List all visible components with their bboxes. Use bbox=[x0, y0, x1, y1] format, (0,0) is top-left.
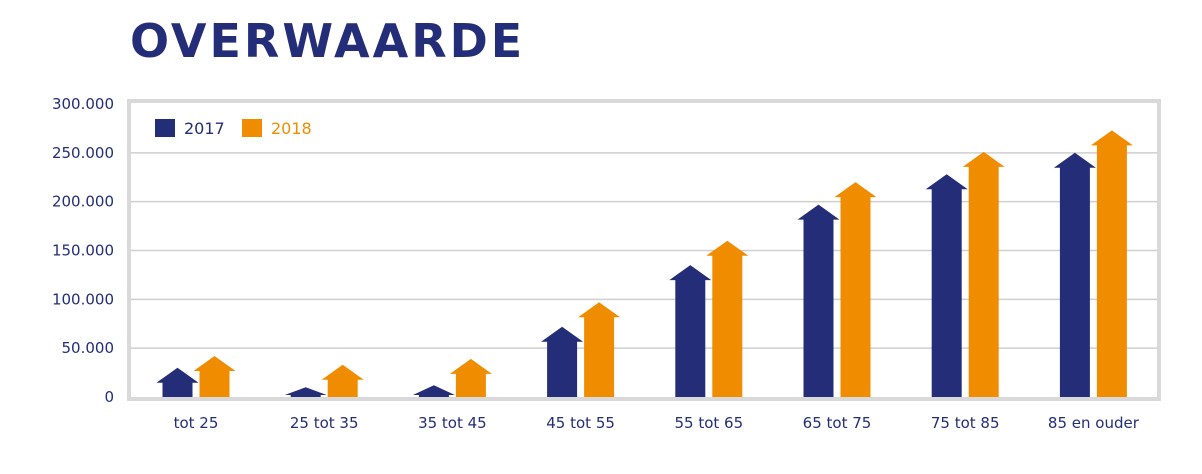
bar-2017 bbox=[156, 367, 199, 397]
x-tick-label: 35 tot 45 bbox=[418, 414, 487, 432]
x-tick-label: 75 tot 85 bbox=[931, 414, 1000, 432]
y-tick-label: 0 bbox=[104, 388, 114, 406]
plot-frame bbox=[127, 99, 1161, 401]
bar-2018 bbox=[449, 358, 492, 397]
x-tick-label: tot 25 bbox=[174, 414, 219, 432]
bar-2017 bbox=[1053, 152, 1096, 397]
bar-2017 bbox=[797, 204, 840, 397]
bar-2017 bbox=[541, 326, 584, 397]
y-tick-label: 250.000 bbox=[52, 144, 114, 162]
x-tick-label: 55 tot 65 bbox=[674, 414, 743, 432]
bar-2018 bbox=[834, 182, 877, 397]
bar-2018 bbox=[1090, 130, 1133, 397]
bar-2018 bbox=[321, 364, 364, 397]
bar-2017 bbox=[284, 387, 327, 397]
legend-label-2017: 2017 bbox=[184, 119, 225, 138]
x-tick-label: 65 tot 75 bbox=[803, 414, 872, 432]
chart-title: OVERWAARDE bbox=[130, 14, 526, 68]
bar-2018 bbox=[578, 302, 621, 397]
x-axis-ticks: tot 25 25 tot 35 35 tot 45 45 tot 55 55 tot … bbox=[174, 414, 1140, 432]
bar-2017 bbox=[412, 385, 455, 397]
bar-2018 bbox=[706, 240, 749, 397]
y-axis-ticks: 0 50.000 100.000 150.000 200.000 250.000 300.0… bbox=[52, 95, 114, 406]
legend-swatch-2017 bbox=[155, 119, 175, 137]
y-tick-label: 50.000 bbox=[62, 339, 115, 357]
bar-2018 bbox=[193, 356, 236, 397]
bars bbox=[156, 130, 1133, 397]
x-tick-label: 25 tot 35 bbox=[290, 414, 359, 432]
bar-2017 bbox=[669, 265, 712, 397]
y-tick-label: 200.000 bbox=[52, 193, 114, 211]
legend-label-2018: 2018 bbox=[271, 119, 312, 138]
x-tick-label: 85 en ouder bbox=[1048, 414, 1140, 432]
y-tick-label: 300.000 bbox=[52, 95, 114, 113]
bar-2018 bbox=[962, 151, 1005, 397]
legend: 2017 2018 bbox=[155, 119, 312, 138]
gridlines bbox=[131, 152, 1157, 349]
bar-2017 bbox=[925, 174, 968, 397]
legend-swatch-2018 bbox=[242, 119, 262, 137]
x-tick-label: 45 tot 55 bbox=[546, 414, 615, 432]
y-tick-label: 150.000 bbox=[52, 242, 114, 260]
y-tick-label: 100.000 bbox=[52, 290, 114, 308]
